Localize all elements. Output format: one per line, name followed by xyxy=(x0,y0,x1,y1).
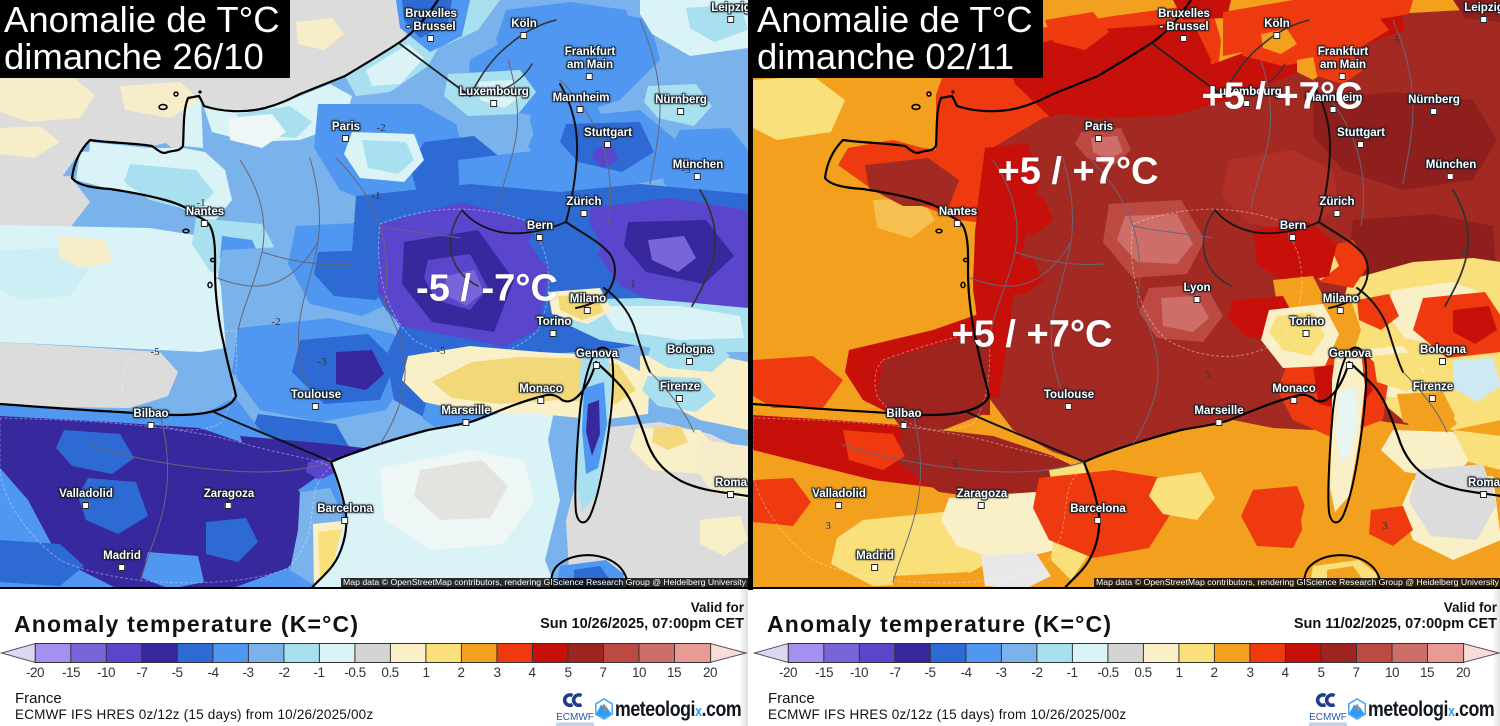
svg-text:ECMWF: ECMWF xyxy=(1309,712,1347,723)
svg-text:ECMWF: ECMWF xyxy=(556,712,594,723)
